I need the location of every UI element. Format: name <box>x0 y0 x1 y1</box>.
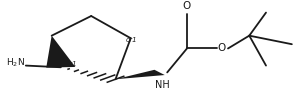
Text: or1: or1 <box>65 61 77 67</box>
Text: O: O <box>183 1 191 11</box>
Polygon shape <box>116 70 165 79</box>
Polygon shape <box>46 36 75 68</box>
Text: O: O <box>218 43 226 53</box>
Text: or1: or1 <box>126 37 138 43</box>
Text: H$_2$N: H$_2$N <box>6 57 25 69</box>
Text: NH: NH <box>155 80 170 90</box>
